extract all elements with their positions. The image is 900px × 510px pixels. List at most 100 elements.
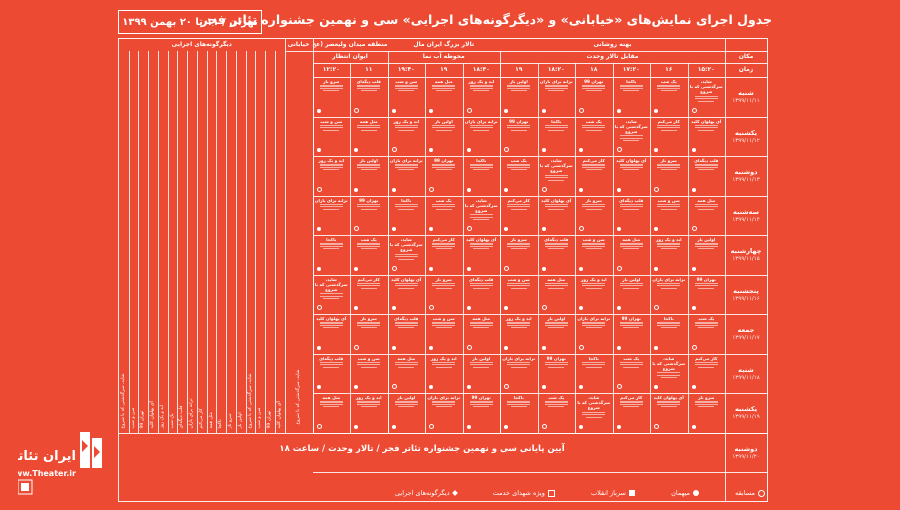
grid-hline [312,274,767,276]
detail-line [507,164,531,166]
detail-line [582,411,606,413]
detail-line [319,403,343,405]
detail-line [582,127,606,129]
status-dot-icon [691,148,696,152]
detail-line [398,327,415,329]
detail-line [544,85,568,87]
logo-url: www.Theater.ir [18,469,76,478]
day-name: چهارشنبه [730,247,762,255]
detail-line [473,248,490,250]
show-title: مثل همه [322,395,341,400]
detail-line [619,243,643,245]
grid-vline [387,63,389,433]
detail-line [660,129,677,131]
status-dot-icon [691,385,696,389]
grid-hline [312,393,767,394]
detail-line [619,403,643,405]
show-title: ناکجا [476,158,487,163]
detail-line [507,364,531,366]
detail-line [660,327,677,329]
detail-line [510,287,527,289]
venue-mall-header: تالار بزرگ ایران مال [413,41,475,48]
detail-line [319,85,343,87]
show-entry: تهران 99 [500,117,538,157]
show-title: قلب دیگه‌ای [319,355,344,361]
show-entry: کار می‌کنم [425,235,463,275]
detail-line [582,414,606,416]
status-dot-icon [691,107,697,113]
square-outline-icon [547,489,555,497]
show-title: سن و شب [395,79,418,84]
show-entry: آی پهلوان کلید [688,117,726,157]
legend-label: میهمان [671,489,691,497]
detail-line [469,364,493,366]
detail-line [657,285,681,287]
legend-item: دیگرگونه‌های اجرایی [395,489,458,497]
detail-line [507,324,531,326]
detail-line [360,366,377,368]
detail-line [698,248,715,250]
show-title: آی پهلوان کلید [541,197,572,203]
detail-line [694,401,718,403]
detail-line [469,282,493,285]
other-performance-strip: مثل همه [208,412,214,429]
show-entry: تهران 99 [538,354,576,394]
square-icon [628,490,635,496]
show-entry: سن و شب [575,235,613,275]
detail-line [698,129,715,131]
show-title: آی پهلوان کلید [653,395,684,400]
detail-line [544,401,568,403]
detail-line [357,245,381,247]
detail-line [357,87,381,89]
detail-line [394,322,418,324]
detail-line [694,403,718,405]
status-dot-icon [316,385,321,389]
show-title: سرو ناز [360,316,377,321]
legend-item: ویژه شهدای خدمت [493,489,555,497]
detail-line [585,416,602,418]
show-title: تهران 99 [359,197,379,203]
show-title: مثل همه [397,355,416,361]
show-title: کار می‌کنم [432,237,455,242]
detail-line [435,129,452,131]
show-title: ناکجا [626,79,637,84]
status-dot-icon [541,266,546,271]
show-entry: مثل همه [688,196,726,236]
show-title: ابد و یک روز [393,118,420,124]
date-range-box: تهران / ۱۱ تا ۲۰ بهمن ۱۳۹۹ [118,10,262,34]
show-entry: سن و شب [500,275,538,315]
detail-line [394,285,418,287]
show-title: سرو ناز [510,237,527,242]
detail-line [619,137,643,139]
detail-line [435,90,452,92]
detail-line [360,90,377,92]
detail-line [319,243,343,245]
status-dot-icon [654,385,658,389]
status-dot-icon [616,424,621,429]
show-title: آی پهلوان کلید [691,118,722,124]
detail-line [432,282,456,285]
show-title: یک شب [623,355,640,361]
detail-line [432,203,456,206]
show-entry: آی پهلوان کلید [650,393,688,433]
venue-mall-sub: محوطه آب نما [422,53,465,60]
detail-line [394,361,418,364]
status-dot-icon [504,227,508,231]
show-entry: ابد و یک روز [463,77,501,117]
show-entry: ابد و یک روز [388,117,426,157]
detail-line [507,124,531,127]
detail-line [473,129,490,131]
detail-line [319,364,343,366]
grid-vline [575,63,576,433]
detail-line [619,285,643,287]
detail-line [544,174,568,176]
legend-label: سرباز انقلاب [591,489,626,497]
detail-line [469,164,493,166]
status-dot-icon [579,148,583,152]
detail-line [323,169,340,171]
detail-line [398,169,415,171]
show-title: مثل همه [359,118,378,124]
detail-line [319,324,343,326]
detail-line [394,364,418,366]
day-label: دوشنبه ۱۳۹۹/۱۱/۲۰ [725,445,767,461]
